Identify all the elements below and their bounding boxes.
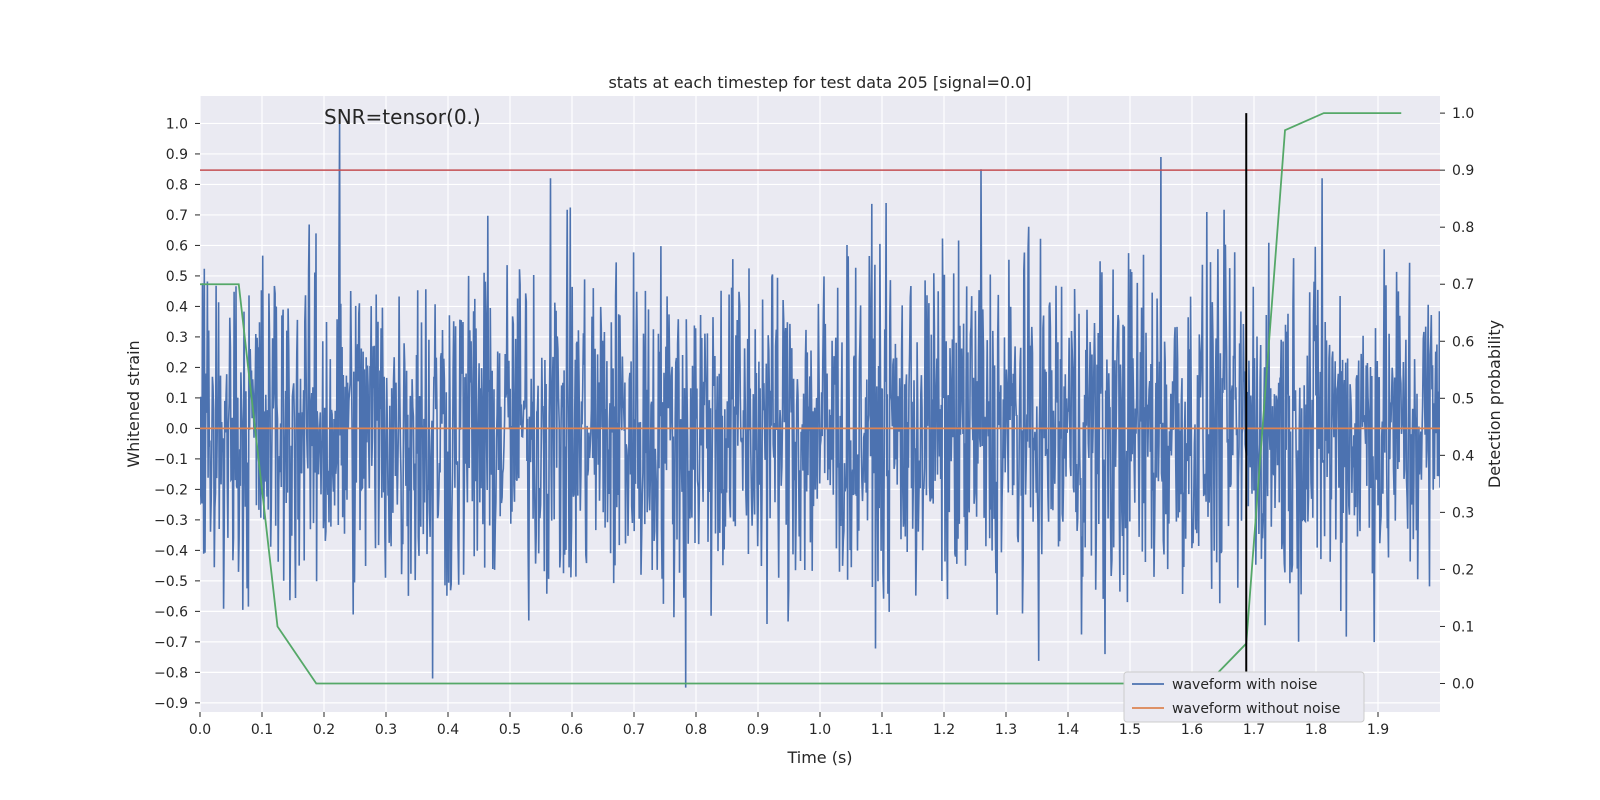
y-tick-label: −0.8: [154, 665, 188, 681]
x-tick-label: 0.5: [499, 722, 521, 738]
y-tick-label: 0.8: [166, 177, 188, 193]
y-tick-label: 0.5: [166, 269, 188, 285]
y-tick-label: −0.1: [154, 452, 188, 468]
x-tick-label: 1.7: [1243, 722, 1265, 738]
y-tick-label: −0.9: [154, 696, 188, 712]
x-tick-label: 0.1: [251, 722, 273, 738]
y-tick-label: 0.6: [166, 238, 188, 254]
x-tick-label: 0.4: [437, 722, 459, 738]
x-tick-label: 0.3: [375, 722, 397, 738]
y2-tick-label: 0.6: [1452, 334, 1474, 350]
x-tick-label: 1.4: [1057, 722, 1079, 738]
legend-label-noisy: waveform with noise: [1172, 677, 1317, 693]
x-tick-label: 1.2: [933, 722, 955, 738]
x-tick-label: 0.0: [189, 722, 211, 738]
y-tick-label: −0.5: [154, 574, 188, 590]
x-tick-label: 0.7: [623, 722, 645, 738]
x-tick-label: 1.9: [1367, 722, 1389, 738]
snr-annotation: SNR=tensor(0.): [324, 105, 481, 129]
y-tick-label: 0.3: [166, 330, 188, 346]
y-tick-label: −0.3: [154, 513, 188, 529]
y2-tick-label: 1.0: [1452, 106, 1474, 122]
x-tick-label: 0.2: [313, 722, 335, 738]
y-tick-label: 0.4: [166, 299, 188, 315]
x-tick-label: 0.6: [561, 722, 583, 738]
y-tick-label: −0.7: [154, 635, 188, 651]
x-tick-label: 1.3: [995, 722, 1017, 738]
series-layer: [200, 112, 1440, 688]
y2-tick-label: 0.4: [1452, 448, 1474, 464]
x-tick-label: 1.8: [1305, 722, 1327, 738]
y-tick-label: −0.6: [154, 604, 188, 620]
y2-tick-label: 0.9: [1452, 163, 1474, 179]
y2-axis-label: Detection probability: [1485, 320, 1504, 488]
y-tick-label: −0.4: [154, 543, 188, 559]
y-axis-label: Whitened strain: [124, 340, 143, 467]
y-tick-label: −0.2: [154, 482, 188, 498]
x-tick-label: 1.0: [809, 722, 831, 738]
y-tick-label: 0.7: [166, 208, 188, 224]
x-tick-label: 1.5: [1119, 722, 1141, 738]
y-tick-label: 0.2: [166, 360, 188, 376]
y-tick-label: 0.1: [166, 391, 188, 407]
y2-tick-label: 0.2: [1452, 562, 1474, 578]
y2-tick-label: 0.1: [1452, 619, 1474, 635]
legend-label-clean: waveform without noise: [1172, 701, 1340, 717]
y2-ticks: 1.0 0.9 0.8 0.7 0.6 0.5 0.4 0.3 0.2 0.1 0.0: [1440, 106, 1474, 692]
y2-tick-label: 0.0: [1452, 676, 1474, 692]
y-ticks: 1.0 0.9 0.8 0.7 0.6 0.5 0.4 0.3 0.2 0.1 0.0 −0.1 −0.…: [154, 116, 200, 712]
y2-tick-label: 0.8: [1452, 220, 1474, 236]
x-tick-label: 1.1: [871, 722, 893, 738]
series-noisy-line: [200, 123, 1440, 688]
x-axis-label: Time (s): [786, 748, 852, 767]
chart-title: stats at each timestep for test data 205…: [608, 73, 1031, 92]
x-tick-label: 1.6: [1181, 722, 1203, 738]
y2-tick-label: 0.7: [1452, 277, 1474, 293]
y-tick-label: 0.0: [166, 421, 188, 437]
y2-tick-label: 0.3: [1452, 505, 1474, 521]
x-ticks: 0.0 0.1 0.2 0.3 0.4 0.5 0.6 0.7 0.8 0.9 1.0 1.1 1.2 1…: [189, 712, 1389, 738]
legend-box: [1123, 671, 1365, 723]
x-tick-label: 0.8: [685, 722, 707, 738]
x-tick-label: 0.9: [747, 722, 769, 738]
legend: waveform with noise waveform without noi…: [1123, 671, 1365, 723]
y-tick-label: 0.9: [166, 147, 188, 163]
y2-tick-label: 0.5: [1452, 391, 1474, 407]
y-tick-label: 1.0: [166, 116, 188, 132]
